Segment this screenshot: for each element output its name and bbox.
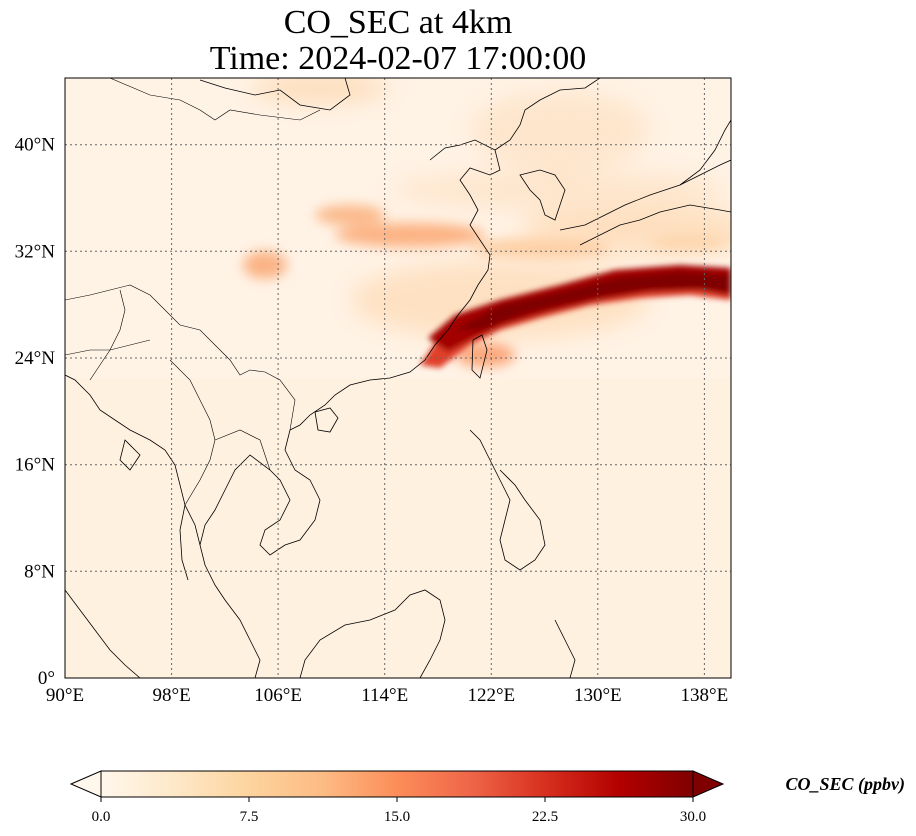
coastlines <box>65 78 731 678</box>
concentration-field <box>65 78 731 678</box>
lat-tick-label: 40°N <box>15 135 56 156</box>
map-title-line-1: CO_SEC at 4km <box>283 4 513 41</box>
lat-tick-label: 24°N <box>15 348 56 369</box>
colorbar-label: CO_SEC (ppbv) <box>785 774 905 795</box>
lon-tick-label: 138°E <box>681 685 729 706</box>
lon-tick-label: 90°E <box>46 685 84 706</box>
lon-tick-label: 106°E <box>254 685 302 706</box>
colorbar-tick-label: 0.0 <box>92 809 111 825</box>
colorbar-max-extend <box>692 770 725 798</box>
colorbar-tick-label: 7.5 <box>240 809 259 825</box>
lat-tick-label: 0° <box>38 668 55 689</box>
lon-tick-label: 122°E <box>467 685 515 706</box>
map-frame <box>64 77 732 679</box>
colorbar-tick-label: 22.5 <box>532 809 558 825</box>
map-title-line-2: Time: 2024-02-07 17:00:00 <box>209 40 587 77</box>
colorbar: 0.0 7.5 15.0 22.5 30.0 CO_SEC (ppbv) <box>69 770 905 825</box>
lon-tick-label: 98°E <box>152 685 190 706</box>
lat-tick-label: 16°N <box>15 455 56 476</box>
colorbar-min-extend <box>69 770 102 798</box>
lat-tick-label: 32°N <box>15 241 56 262</box>
colorbar-tick-label: 30.0 <box>680 809 706 825</box>
colorbar-gradient <box>100 770 694 798</box>
lat-tick-label: 8°N <box>24 561 55 582</box>
lon-tick-label: 130°E <box>574 685 622 706</box>
colorbar-tick-label: 15.0 <box>384 809 410 825</box>
lon-tick-label: 114°E <box>361 685 408 706</box>
gridlines <box>65 78 731 678</box>
